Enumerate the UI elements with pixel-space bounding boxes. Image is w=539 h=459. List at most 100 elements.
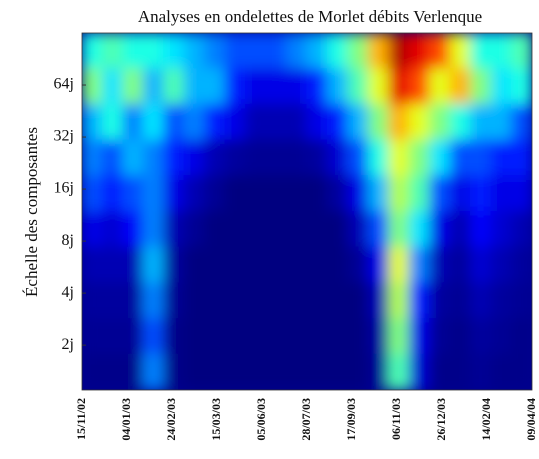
heat-cell xyxy=(142,175,165,212)
heat-cell xyxy=(347,175,369,212)
heat-cell xyxy=(183,318,206,355)
heatmap-cells xyxy=(82,33,532,390)
y-tick-label: 16j xyxy=(54,180,74,197)
heat-cell xyxy=(122,353,144,390)
heat-cell xyxy=(204,353,226,390)
heat-cell xyxy=(245,318,267,355)
heat-cell xyxy=(511,353,532,390)
heat-cell xyxy=(408,211,431,248)
heat-cell xyxy=(367,33,390,70)
heat-cell xyxy=(163,68,185,105)
heat-cell xyxy=(347,282,369,320)
heat-cell xyxy=(265,33,288,70)
heat-cell xyxy=(265,318,288,355)
heat-cell xyxy=(429,353,451,390)
heat-cell xyxy=(224,318,247,355)
heat-cell xyxy=(101,103,124,141)
heat-cell xyxy=(449,33,472,70)
heat-cell xyxy=(82,282,103,320)
heat-cell xyxy=(367,211,390,248)
heat-cell xyxy=(286,33,308,70)
chart-title: Analyses en ondelettes de Morlet débits … xyxy=(138,7,482,26)
heat-cell xyxy=(82,246,103,284)
heat-cell xyxy=(163,246,185,284)
heat-cell xyxy=(347,68,369,105)
heat-cell xyxy=(490,33,513,70)
heat-cell xyxy=(163,33,185,70)
heat-cell xyxy=(245,282,267,320)
heat-cell xyxy=(326,139,349,177)
heat-cell xyxy=(286,68,308,105)
heat-cell xyxy=(449,175,472,212)
heat-cell xyxy=(429,139,451,177)
heat-cell xyxy=(326,246,349,284)
heat-cell xyxy=(82,139,103,177)
heat-cell xyxy=(367,68,390,105)
heat-cell xyxy=(183,246,206,284)
heat-cell xyxy=(306,211,328,248)
heat-cell xyxy=(306,103,328,141)
x-tick-label: 28/07/03 xyxy=(299,398,313,441)
heat-cell xyxy=(286,175,308,212)
heat-cell xyxy=(306,353,328,390)
heat-cell xyxy=(449,282,472,320)
heat-cell xyxy=(245,103,267,141)
heat-cell xyxy=(470,282,492,320)
heat-cell xyxy=(286,282,308,320)
heat-cell xyxy=(429,68,451,105)
heat-cell xyxy=(326,175,349,212)
heat-cell xyxy=(101,318,124,355)
heat-cell xyxy=(122,103,144,141)
heat-cell xyxy=(306,282,328,320)
heat-cell xyxy=(326,103,349,141)
heat-cell xyxy=(204,246,226,284)
heat-cell xyxy=(224,175,247,212)
heat-cell xyxy=(449,353,472,390)
heat-cell xyxy=(306,246,328,284)
heat-cell xyxy=(101,33,124,70)
heat-cell xyxy=(347,103,369,141)
heat-cell xyxy=(326,211,349,248)
heat-cell xyxy=(511,282,532,320)
heat-cell xyxy=(347,139,369,177)
heat-cell xyxy=(101,282,124,320)
heat-cell xyxy=(122,246,144,284)
heat-cell xyxy=(265,353,288,390)
heat-cell xyxy=(490,353,513,390)
heat-cell xyxy=(163,282,185,320)
heat-cell xyxy=(306,318,328,355)
heat-cell xyxy=(204,175,226,212)
heat-cell xyxy=(470,103,492,141)
heat-cell xyxy=(224,282,247,320)
heat-cell xyxy=(204,33,226,70)
heat-cell xyxy=(122,139,144,177)
heat-cell xyxy=(224,33,247,70)
heat-cell xyxy=(265,175,288,212)
heat-cell xyxy=(326,353,349,390)
heat-cell xyxy=(224,103,247,141)
heat-cell xyxy=(142,68,165,105)
heat-cell xyxy=(306,175,328,212)
heat-cell xyxy=(183,103,206,141)
heat-cell xyxy=(429,175,451,212)
heat-cell xyxy=(449,318,472,355)
heat-cell xyxy=(470,353,492,390)
heat-cell xyxy=(142,246,165,284)
heat-cell xyxy=(224,353,247,390)
heatmap xyxy=(82,33,532,390)
heat-cell xyxy=(224,139,247,177)
heat-cell xyxy=(204,318,226,355)
heat-cell xyxy=(388,318,410,355)
heat-cell xyxy=(429,246,451,284)
heat-cell xyxy=(82,211,103,248)
heat-cell xyxy=(490,211,513,248)
heat-cell xyxy=(470,139,492,177)
heat-cell xyxy=(470,175,492,212)
heat-cell xyxy=(449,211,472,248)
y-tick-label: 2j xyxy=(62,336,74,353)
heat-cell xyxy=(326,68,349,105)
heat-cell xyxy=(429,211,451,248)
heat-cell xyxy=(204,103,226,141)
heat-cell xyxy=(82,103,103,141)
